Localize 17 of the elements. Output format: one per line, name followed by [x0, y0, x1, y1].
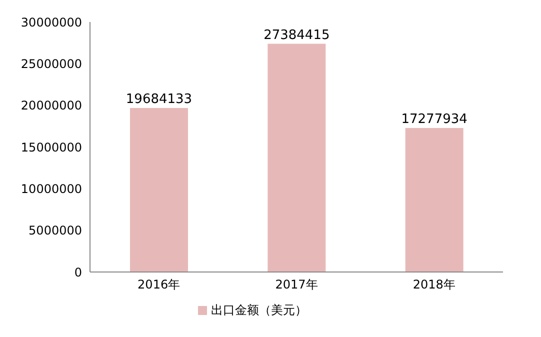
x-tick-label: 2016年	[138, 278, 180, 292]
y-tick-label: 25000000	[20, 56, 82, 71]
x-tick-label: 2017年	[275, 278, 318, 292]
y-tick-label: 5000000	[28, 224, 82, 238]
y-tick-label: 30000000	[20, 15, 82, 30]
y-tick-label: 20000000	[20, 98, 82, 113]
data-label: 17277934	[401, 112, 468, 128]
bar	[405, 128, 464, 272]
bar	[130, 108, 188, 272]
y-tick-label: 0	[74, 265, 82, 280]
data-label: 19684133	[126, 92, 192, 107]
y-tick-label: 10000000	[20, 182, 82, 196]
y-tick-label: 15000000	[20, 140, 82, 154]
bar	[268, 44, 326, 272]
x-tick-label: 2018年	[412, 278, 456, 292]
data-label: 27384415	[264, 28, 330, 43]
legend-label: 出口金额（美元）	[211, 303, 307, 317]
